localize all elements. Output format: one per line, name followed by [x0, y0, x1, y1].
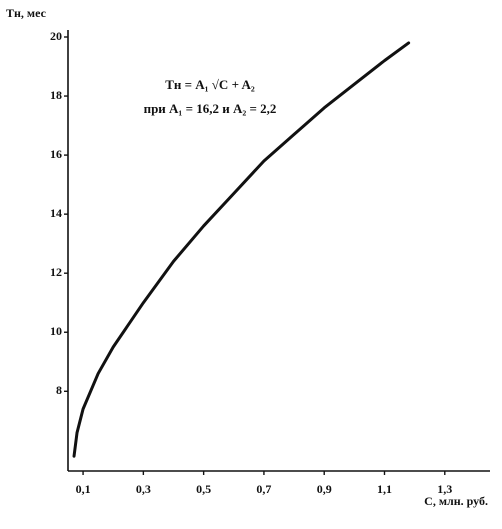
y-tick-label: 14 [50, 206, 62, 220]
x-tick-label: 1,3 [437, 482, 452, 496]
y-tick-label: 12 [50, 265, 62, 279]
x-tick-label: 0,5 [196, 482, 211, 496]
y-axis-label: Tн, мес [6, 6, 47, 20]
y-tick-label: 20 [50, 29, 62, 43]
x-tick-label: 0,3 [136, 482, 151, 496]
curve [72, 41, 411, 458]
x-axis-label: C, млн. руб. [424, 494, 488, 508]
x-tick-label: 1,1 [377, 482, 392, 496]
y-tick-label: 16 [50, 147, 62, 161]
formula: Tн = A₁ √C + A₂ [165, 77, 255, 92]
x-tick-label: 0,9 [317, 482, 332, 496]
x-tick-label: 0,1 [76, 482, 91, 496]
formula-note: при A₁ = 16,2 и A₂ = 2,2 [144, 101, 277, 116]
y-tick-label: 8 [56, 383, 62, 397]
x-tick-label: 0,7 [256, 482, 271, 496]
y-tick-label: 10 [50, 324, 62, 338]
y-tick-label: 18 [50, 88, 62, 102]
